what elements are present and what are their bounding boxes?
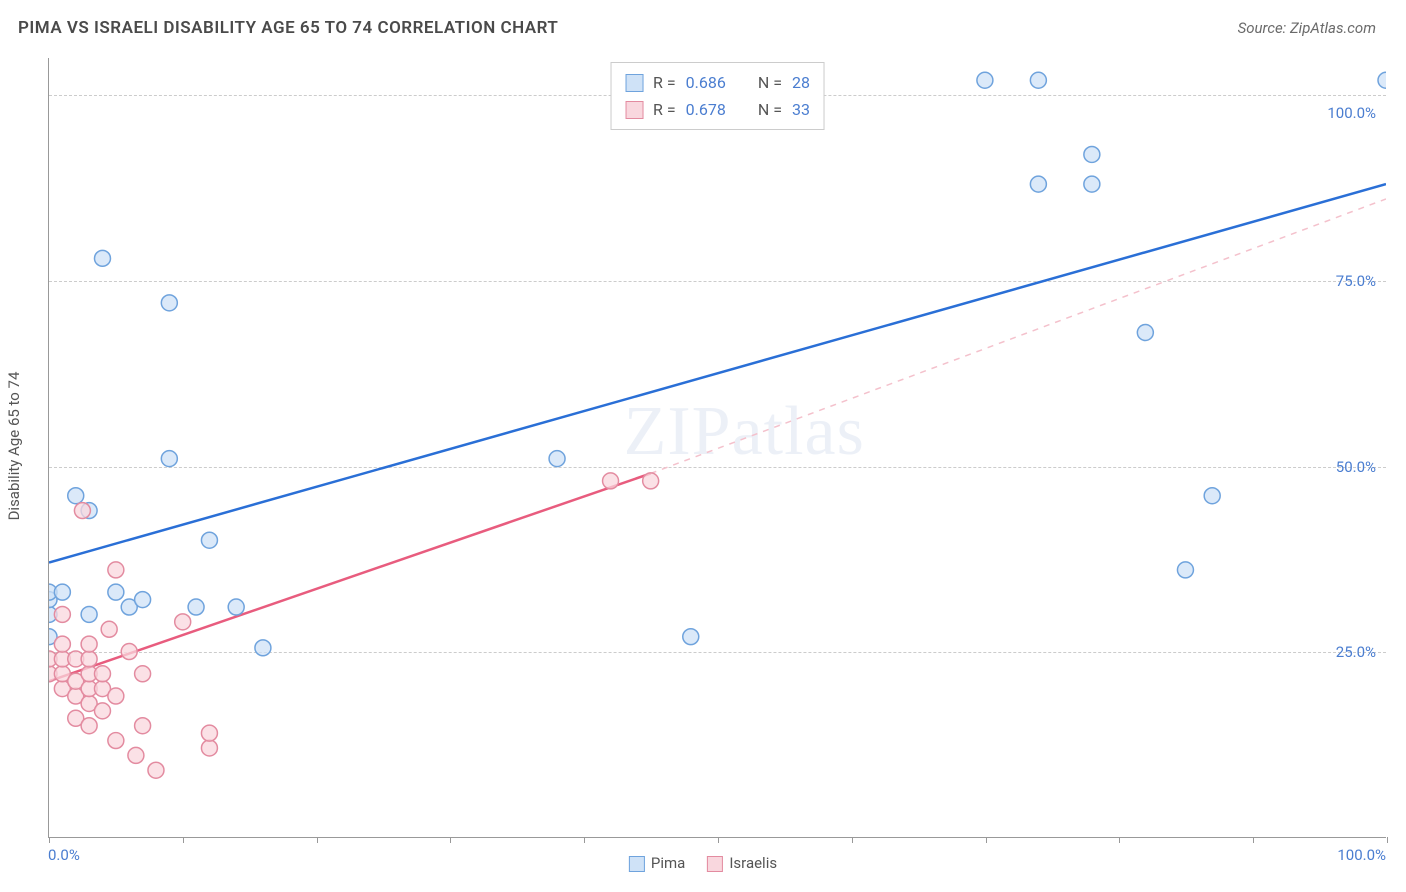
data-point — [255, 640, 271, 656]
data-point — [108, 584, 124, 600]
data-point — [161, 295, 177, 311]
data-point — [1030, 72, 1046, 88]
correlation-legend: R = 0.686 N = 28 R = 0.678 N = 33 — [610, 62, 825, 130]
data-point — [1378, 72, 1386, 88]
data-point — [54, 584, 70, 600]
data-point — [1084, 176, 1100, 192]
data-point — [81, 636, 97, 652]
regression-dash — [651, 199, 1386, 474]
x-tick — [986, 837, 987, 843]
legend-swatch — [707, 856, 723, 872]
data-point — [148, 762, 164, 778]
series-legend: Pima Israelis — [629, 854, 777, 872]
plot-area: ZIPatlas R =0.686N =28R =0.678N =33 25.0… — [48, 58, 1386, 838]
legend-n-value: 33 — [792, 96, 810, 123]
x-tick — [852, 837, 853, 843]
x-tick — [450, 837, 451, 843]
data-point — [683, 629, 699, 645]
chart-title: PIMA VS ISRAELI DISABILITY AGE 65 TO 74 … — [18, 18, 558, 38]
data-point — [175, 614, 191, 630]
legend-r-value: 0.678 — [686, 96, 726, 123]
regression-line — [49, 473, 651, 681]
data-point — [549, 451, 565, 467]
data-point — [81, 606, 97, 622]
x-tick — [1387, 837, 1388, 843]
data-point — [121, 644, 137, 660]
data-point — [68, 488, 84, 504]
data-point — [54, 606, 70, 622]
x-tick — [49, 837, 50, 843]
data-point — [201, 725, 217, 741]
data-point — [101, 621, 117, 637]
legend-row: R = 0.686 N = 28 — [625, 69, 810, 96]
x-tick — [317, 837, 318, 843]
legend-n-label: N = — [758, 96, 782, 123]
legend-item: Israelis — [707, 854, 777, 872]
data-point — [94, 703, 110, 719]
data-point — [135, 718, 151, 734]
data-point — [977, 72, 993, 88]
legend-swatch — [625, 101, 643, 119]
legend-row: R = 0.678 N = 33 — [625, 96, 810, 123]
chart-source: Source: ZipAtlas.com — [1238, 19, 1376, 37]
x-tick — [183, 837, 184, 843]
data-point — [94, 666, 110, 682]
data-point — [188, 599, 204, 615]
data-point — [54, 636, 70, 652]
data-point — [128, 747, 144, 763]
regression-line — [49, 184, 1386, 562]
x-tick — [1253, 837, 1254, 843]
data-point — [108, 688, 124, 704]
data-point — [1177, 562, 1193, 578]
data-point — [108, 733, 124, 749]
data-point — [81, 718, 97, 734]
data-point — [94, 250, 110, 266]
legend-swatch — [629, 856, 645, 872]
scatter-svg — [49, 58, 1386, 837]
x-tick — [1119, 837, 1120, 843]
data-point — [1084, 146, 1100, 162]
data-point — [201, 532, 217, 548]
data-point — [81, 651, 97, 667]
legend-r-label: R = — [653, 69, 676, 96]
data-point — [161, 451, 177, 467]
data-point — [135, 666, 151, 682]
data-point — [1030, 176, 1046, 192]
legend-n-label: N = — [758, 69, 782, 96]
x-tick — [584, 837, 585, 843]
legend-item: Pima — [629, 854, 685, 872]
y-axis-label: Disability Age 65 to 74 — [5, 372, 23, 521]
data-point — [1204, 488, 1220, 504]
data-point — [603, 473, 619, 489]
data-point — [108, 562, 124, 578]
x-tick-label: 0.0% — [48, 846, 80, 864]
data-point — [1137, 325, 1153, 341]
x-tick-label: 100.0% — [1337, 846, 1386, 864]
chart-header: PIMA VS ISRAELI DISABILITY AGE 65 TO 74 … — [0, 0, 1406, 48]
legend-r-label: R = — [653, 96, 676, 123]
data-point — [74, 503, 90, 519]
legend-label: Israelis — [729, 854, 777, 872]
legend-label: Pima — [651, 854, 685, 872]
data-point — [228, 599, 244, 615]
legend-n-value: 28 — [792, 69, 810, 96]
data-point — [135, 592, 151, 608]
legend-swatch — [625, 74, 643, 92]
legend-r-value: 0.686 — [686, 69, 726, 96]
data-point — [643, 473, 659, 489]
x-tick — [718, 837, 719, 843]
data-point — [201, 740, 217, 756]
